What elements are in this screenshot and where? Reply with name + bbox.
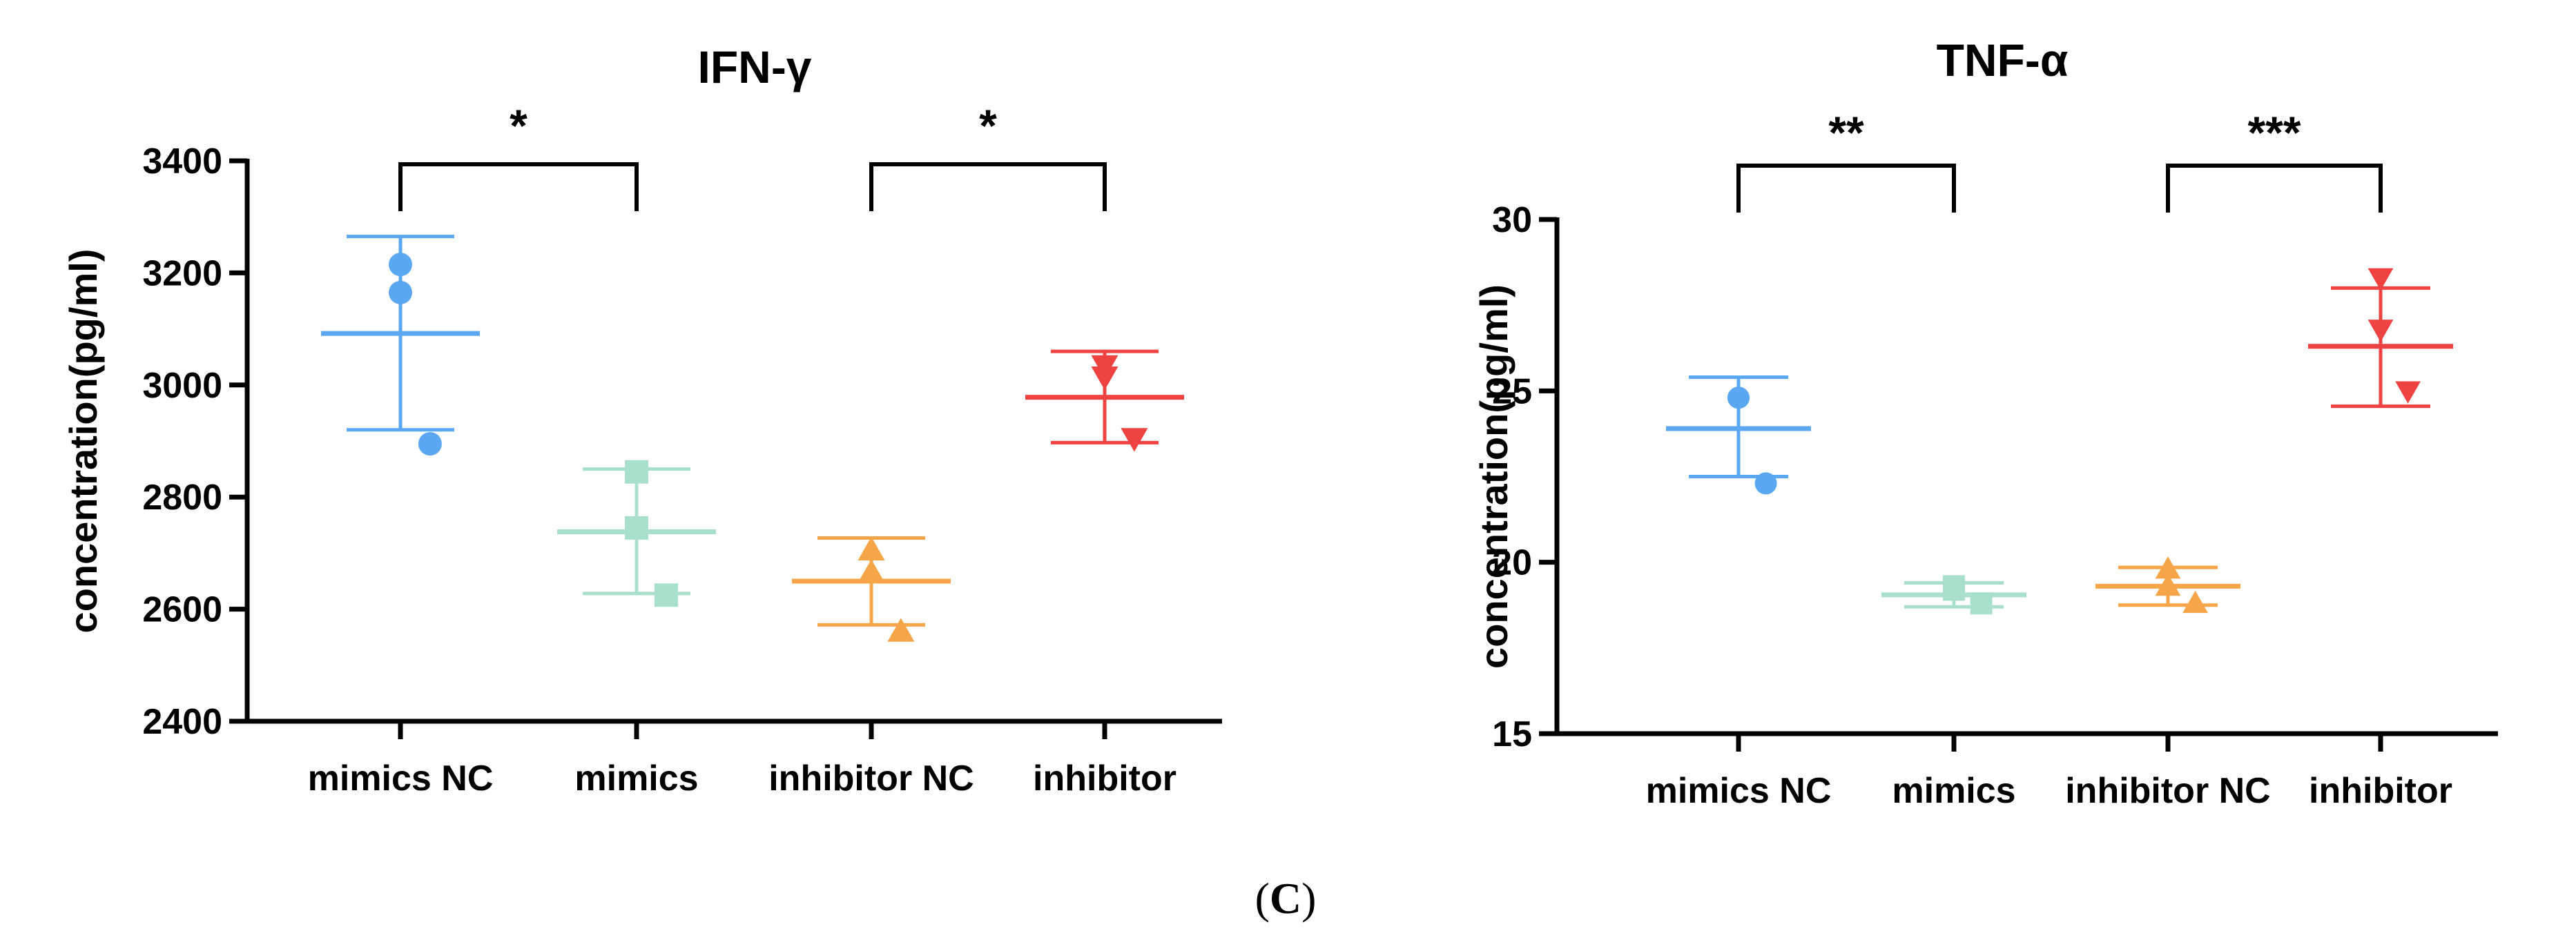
- y-tick-label: 3400: [142, 141, 222, 182]
- group-inhibitor-nc: [2095, 556, 2240, 614]
- x-tick-label: mimics: [574, 759, 698, 799]
- x-tick-label: inhibitor: [2309, 771, 2452, 811]
- chart-ifn-gamma: IFN-γ concentration(pg/ml) 2400 2600 2800 300…: [61, 41, 1222, 799]
- significance-bracket: [869, 162, 1107, 211]
- y-tick-label: 30: [1492, 200, 1532, 240]
- x-tick-label: inhibitor NC: [768, 759, 974, 799]
- y-tick-label: 2400: [142, 702, 222, 742]
- significance-bracket: [2166, 164, 2383, 213]
- data-point: [1754, 472, 1777, 495]
- data-point: [2367, 268, 2394, 291]
- data-point: [389, 280, 412, 304]
- data-point: [858, 536, 885, 561]
- y-axis-label: concentration(pg/ml): [61, 249, 105, 634]
- data-point: [625, 516, 648, 540]
- y-tick-label: 15: [1492, 714, 1532, 754]
- data-point: [625, 460, 648, 484]
- significance-bracket: [398, 162, 639, 211]
- data-point: [1970, 592, 1993, 615]
- data-point: [2367, 320, 2394, 342]
- significance-label: *: [979, 100, 997, 151]
- data-point: [2155, 556, 2181, 579]
- x-tick-label: mimics NC: [308, 759, 494, 799]
- significance-bracket: [1736, 164, 1956, 213]
- y-axis-label: concentration(pg/ml): [1472, 284, 1515, 669]
- chart-tnf-alpha: TNF-α concentration(pg/ml) 15 20 25 30 mimics …: [1472, 35, 2498, 811]
- data-point: [858, 559, 885, 583]
- y-tick-label: 3000: [142, 366, 222, 406]
- x-tick-label: mimics: [1892, 771, 2015, 811]
- group-mimics-nc: [321, 235, 480, 456]
- panel-label: (C): [1255, 874, 1317, 923]
- y-tick-label: 3200: [142, 253, 222, 293]
- chart-title: TNF-α: [1937, 35, 2069, 86]
- data-point: [2182, 590, 2208, 614]
- y-tick-label: 20: [1492, 543, 1532, 583]
- significance-label: ***: [2247, 107, 2301, 158]
- group-inhibitor: [1025, 349, 1184, 452]
- data-point: [1727, 387, 1750, 409]
- group-inhibitor: [2308, 268, 2453, 409]
- data-point: [654, 583, 678, 607]
- data-point: [2155, 574, 2181, 596]
- data-point: [418, 432, 442, 456]
- data-point: [1091, 366, 1118, 391]
- group-mimics: [1881, 575, 2026, 615]
- y-tick-label: 25: [1492, 371, 1532, 411]
- x-tick-label: inhibitor NC: [2065, 771, 2271, 811]
- group-inhibitor-nc: [792, 536, 951, 642]
- y-tick-label: 2600: [142, 590, 222, 630]
- data-point: [389, 253, 412, 277]
- group-mimics: [557, 460, 716, 607]
- data-point: [1943, 578, 1965, 601]
- data-point: [887, 618, 915, 642]
- x-tick-label: mimics NC: [1646, 771, 1832, 811]
- significance-label: *: [510, 100, 527, 151]
- significance-label: **: [1828, 107, 1864, 158]
- group-mimics-nc: [1666, 375, 1811, 495]
- x-tick-label: inhibitor: [1033, 759, 1176, 799]
- y-tick-label: 2800: [142, 478, 222, 518]
- data-point: [1121, 428, 1148, 452]
- chart-title: IFN-γ: [698, 41, 812, 92]
- data-point: [2395, 381, 2421, 404]
